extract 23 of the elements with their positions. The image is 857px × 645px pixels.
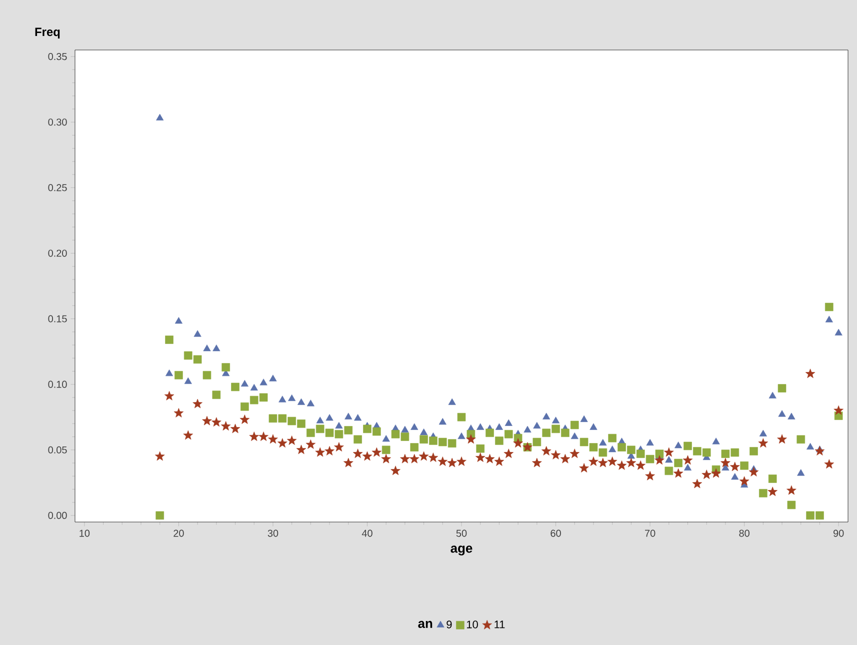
y-tick-label: 0.25 [48, 184, 67, 192]
y-tick-label: 0.05 [48, 446, 67, 454]
legend-title: an [418, 620, 432, 628]
y-tick-label: 0.00 [48, 512, 67, 519]
x-tick-label: 20 [174, 530, 184, 537]
y-tick-label: 0.35 [48, 53, 67, 60]
legend-label: 9 [446, 620, 452, 628]
y-tick-label: 0.30 [48, 118, 67, 126]
legend-label: 11 [494, 620, 505, 628]
x-tick-label: 60 [550, 530, 561, 537]
legend-label: 10 [467, 620, 478, 628]
y-tick-label: 0.10 [48, 380, 67, 388]
x-tick-label: 70 [645, 530, 656, 537]
x-tick-label: 40 [362, 530, 372, 537]
x-tick-label: 50 [456, 530, 467, 537]
x-tick-label: 80 [739, 530, 750, 537]
y-tick-label: 0.20 [48, 250, 67, 257]
y-tick-label: 0.15 [48, 315, 67, 322]
x-tick-label: 90 [834, 530, 844, 537]
x-tick-label: 10 [80, 530, 90, 537]
y-axis-title: Freq [35, 28, 60, 38]
x-tick-label: 30 [268, 530, 278, 537]
x-axis-title: age [450, 546, 472, 556]
